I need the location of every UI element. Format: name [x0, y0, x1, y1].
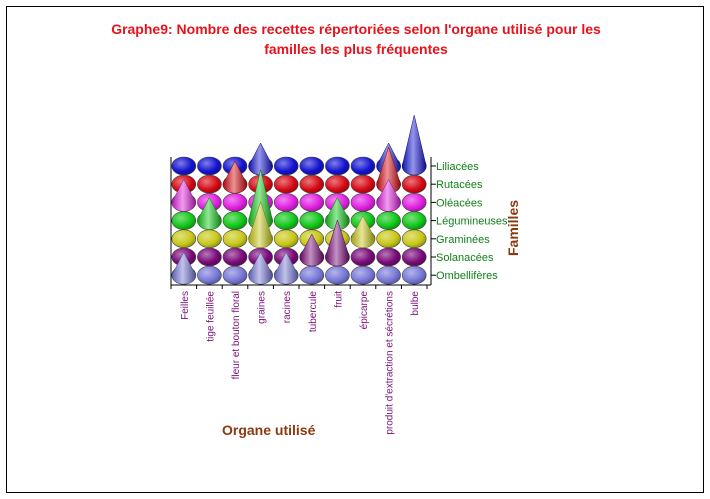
bar [248, 142, 273, 176]
bar [248, 251, 273, 285]
bar [376, 229, 401, 249]
bar [401, 114, 427, 176]
bar [350, 156, 376, 176]
bar [350, 265, 376, 285]
bar [171, 229, 197, 249]
bar [171, 251, 197, 285]
bar [299, 174, 325, 194]
x-tick-label: bulbe [410, 291, 421, 316]
legend-label: Légumineuses [436, 216, 508, 228]
x-tick-label: Feilles [180, 291, 191, 320]
bar [299, 265, 325, 285]
bar [273, 193, 299, 212]
bar [171, 211, 197, 230]
bar [222, 211, 248, 230]
bar [350, 247, 376, 267]
legend-label: Rutacées [436, 179, 483, 191]
bar [401, 229, 427, 249]
bar [197, 247, 222, 267]
x-tick-label: produit d'extraction et sécrétions [385, 291, 396, 435]
chart-title-line-2: familles les plus fréquentes [264, 41, 448, 57]
bar [299, 233, 325, 267]
bar [273, 156, 299, 176]
chart-title: Graphe9: Nombre des recettes répertoriée… [7, 19, 705, 59]
bar [222, 265, 248, 285]
bar [401, 193, 427, 212]
chart-frame: Graphe9: Nombre des recettes répertoriée… [6, 6, 704, 493]
bar [222, 247, 248, 267]
bar [197, 229, 222, 249]
bar [197, 174, 222, 194]
bar [248, 200, 273, 249]
legend-label: Ombellifères [436, 270, 498, 282]
bar [325, 174, 350, 194]
x-tick-label: épicarpe [359, 291, 370, 330]
bar [222, 193, 248, 212]
x-tick-label: tubercule [308, 291, 319, 333]
bar [299, 193, 325, 212]
bar [350, 215, 376, 249]
legend-label: Solanacées [436, 252, 494, 264]
bar [171, 178, 197, 212]
bar [325, 156, 350, 176]
legend-label: Graminées [436, 234, 490, 246]
series-7 [171, 251, 427, 285]
bar [401, 211, 427, 230]
bar [273, 251, 299, 285]
bar [325, 265, 350, 285]
x-tick-label: tige feuillée [205, 291, 216, 342]
bar [299, 211, 325, 230]
bar [222, 229, 248, 249]
series-5 [171, 200, 427, 249]
bar [197, 156, 222, 176]
bar [273, 211, 299, 230]
bar [401, 174, 427, 194]
bar [171, 156, 197, 176]
bar [222, 160, 248, 194]
bar [273, 174, 299, 194]
x-axis-label: Organe utilisé [222, 422, 316, 438]
x-tick-label: racines [282, 291, 293, 323]
bar [350, 174, 376, 194]
bar [197, 197, 222, 230]
bar [376, 265, 401, 285]
x-tick-label: fleur et bouton floral [231, 291, 242, 379]
bar [401, 265, 427, 285]
bar [273, 229, 299, 249]
bar [401, 247, 427, 267]
x-tick-label: graines [257, 291, 268, 324]
series-1 [171, 114, 427, 176]
bar [299, 156, 325, 176]
legend-label: Oléacées [436, 197, 483, 209]
bar [376, 247, 401, 267]
bar [376, 178, 401, 212]
bar [325, 219, 350, 267]
bar [376, 211, 401, 230]
chart-title-line-1: Graphe9: Nombre des recettes répertoriée… [111, 21, 601, 37]
bar [197, 265, 222, 285]
legend-label: Liliacées [436, 161, 479, 173]
x-tick-label: fruit [333, 291, 344, 308]
bar [350, 193, 376, 212]
